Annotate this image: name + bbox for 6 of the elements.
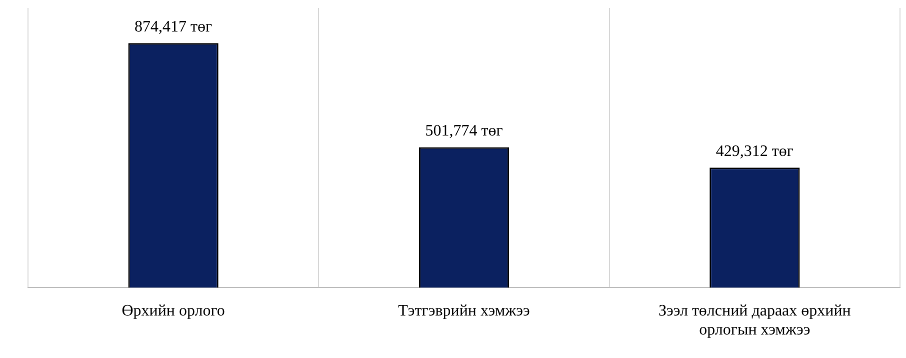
data-label: 429,312 төг: [716, 142, 794, 160]
data-label: 501,774 төг: [425, 122, 504, 140]
data-label: 874,417 төг: [134, 18, 213, 36]
x-tick-label: Тэтгэврийн хэмжээ: [398, 302, 530, 320]
x-tick-label: Зээл төлсний дараах өрхийн орлогын хэмжээ: [658, 302, 852, 339]
x-tick-label: Өрхийн орлого: [122, 302, 225, 320]
